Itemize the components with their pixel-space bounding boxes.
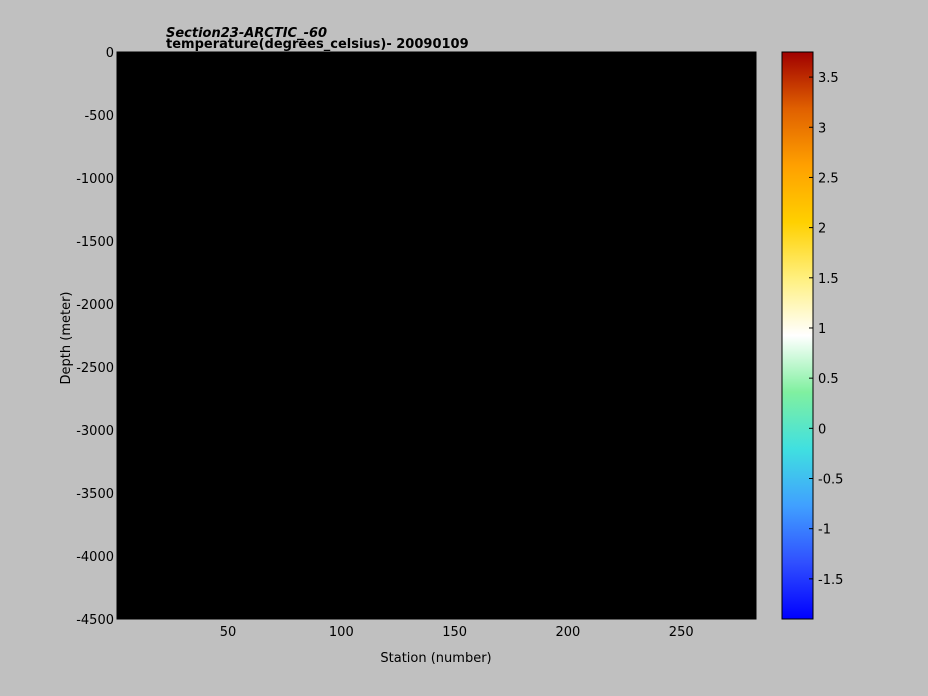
y-tick-label: -3500 xyxy=(76,487,114,502)
colorbar-tick-label: 2 xyxy=(818,222,826,237)
y-tick-label: -1000 xyxy=(76,172,114,187)
y-axis-label: Depth (meter) xyxy=(59,292,74,385)
colorbar-ticks: -1.5 -1 -0.5 0 0.5 1 1.5 2 2.5 3 3.5 xyxy=(809,71,843,588)
colorbar-tick-label: 2.5 xyxy=(818,171,839,186)
x-tick-label: 200 xyxy=(556,625,581,640)
chart-title-line2: temperature(degrees_celsius)- 20090109 xyxy=(166,37,469,52)
colorbar-tick-label: 1 xyxy=(818,322,826,337)
colorbar-tick-label: 0.5 xyxy=(818,372,839,387)
colorbar-tick-label: 1.5 xyxy=(818,272,839,287)
y-axis-ticks: 0 -500 -1000 -1500 -2000 -2500 -3000 -3500 -4000… xyxy=(76,46,122,628)
colorbar-tick-label: -1 xyxy=(818,523,831,538)
x-tick-label: 50 xyxy=(220,625,237,640)
x-tick-label: 250 xyxy=(669,625,694,640)
colorbar-tick-label: -1.5 xyxy=(818,573,843,588)
x-tick-label: 100 xyxy=(329,625,354,640)
colorbar-tick-label: 0 xyxy=(818,422,826,437)
y-tick-label: -500 xyxy=(84,109,114,124)
y-tick-label: -2500 xyxy=(76,361,114,376)
y-tick-label: -3000 xyxy=(76,424,114,439)
colorbar: -1.5 -1 -0.5 0 0.5 1 1.5 2 2.5 3 3.5 xyxy=(781,51,843,620)
y-tick-label: -4000 xyxy=(76,550,114,565)
colorbar-tick-label: 3.5 xyxy=(818,71,839,86)
colorbar-tick-label: -0.5 xyxy=(818,473,843,488)
colorbar-gradient xyxy=(781,51,814,620)
plot-area: 50 100 150 200 250 0 -500 -1000 -1500 -2000 -2500… xyxy=(76,46,757,640)
x-tick-label: 150 xyxy=(442,625,467,640)
seafloor-mask xyxy=(117,52,756,619)
colorbar-tick-label: 3 xyxy=(818,121,826,136)
temperature-field xyxy=(117,52,756,619)
y-tick-label: -4500 xyxy=(76,613,114,628)
x-axis-ticks: 50 100 150 200 250 xyxy=(220,614,694,640)
y-tick-label: -2000 xyxy=(76,298,114,313)
y-tick-label: 0 xyxy=(106,46,114,61)
chart-title-line1: Section23-ARCTIC_-60 xyxy=(166,26,327,41)
y-tick-label: -1500 xyxy=(76,235,114,250)
axes-frame xyxy=(116,51,757,620)
x-axis-label: Station (number) xyxy=(380,651,491,666)
